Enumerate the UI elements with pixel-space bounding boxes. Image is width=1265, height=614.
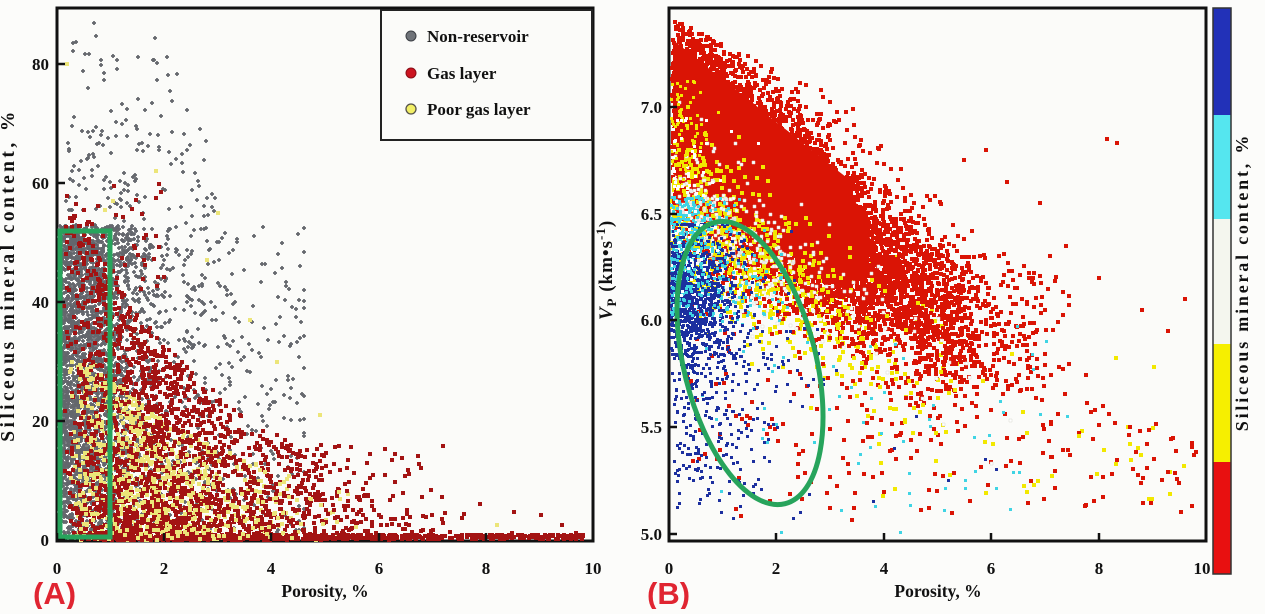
svg-text:6: 6 (987, 559, 996, 578)
svg-text:80: 80 (32, 55, 49, 74)
svg-text:Non-reservoir: Non-reservoir (427, 27, 529, 46)
svg-text:10: 10 (585, 559, 602, 578)
svg-text:0: 0 (53, 559, 62, 578)
svg-text:8: 8 (1095, 559, 1104, 578)
svg-text:2: 2 (772, 559, 781, 578)
svg-text:(B): (B) (647, 576, 690, 609)
svg-text:Poor gas layer: Poor gas layer (427, 100, 531, 119)
svg-text:8: 8 (482, 559, 491, 578)
svg-text:20: 20 (32, 412, 49, 431)
svg-text:60: 60 (32, 174, 49, 193)
svg-text:Gas layer: Gas layer (427, 64, 497, 83)
svg-text:7.0: 7.0 (641, 98, 662, 117)
svg-text:0: 0 (665, 559, 674, 578)
svg-text:6.0: 6.0 (641, 311, 662, 330)
svg-text:VP (km•s-1): VP (km•s-1) (593, 220, 619, 320)
svg-text:Siliceous mineral content, %: Siliceous mineral content, % (1232, 133, 1252, 431)
svg-text:2: 2 (160, 559, 169, 578)
svg-text:6: 6 (375, 559, 384, 578)
svg-text:Siliceous mineral content, %: Siliceous mineral content, % (0, 108, 19, 442)
svg-text:(A): (A) (33, 576, 76, 609)
svg-text:Porosity, %: Porosity, % (281, 581, 368, 601)
svg-text:10: 10 (1194, 559, 1211, 578)
svg-text:40: 40 (32, 293, 49, 312)
svg-text:5.5: 5.5 (641, 418, 662, 437)
svg-text:5.0: 5.0 (641, 525, 662, 544)
svg-text:4: 4 (267, 559, 276, 578)
svg-text:4: 4 (880, 559, 889, 578)
svg-text:Porosity, %: Porosity, % (894, 581, 981, 601)
svg-text:0: 0 (41, 531, 50, 550)
svg-text:6.5: 6.5 (641, 205, 662, 224)
